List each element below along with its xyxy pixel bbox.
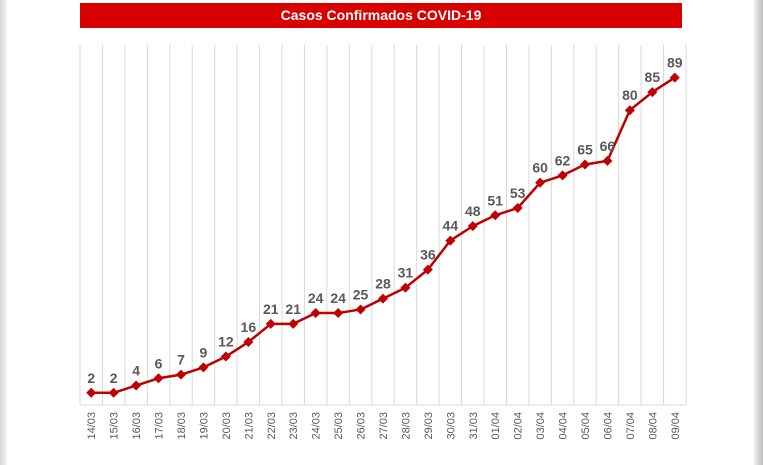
data-point-05/04 (580, 159, 590, 170)
data-label-18/03: 7 (177, 352, 185, 368)
x-tick-24/03: 24/03 (311, 412, 323, 440)
data-point-25/03 (333, 308, 344, 319)
chart-title: Casos Confirmados COVID-19 (80, 3, 682, 28)
data-point-02/04 (512, 203, 523, 214)
data-point-15/03 (108, 387, 119, 398)
left-edge-shadow (0, 0, 7, 465)
right-edge-shadow (754, 0, 763, 465)
data-point-28/03 (400, 282, 411, 293)
x-tick-01/04: 01/04 (490, 412, 502, 440)
data-point-09/04 (669, 72, 680, 83)
x-tick-28/03: 28/03 (400, 412, 412, 440)
data-label-27/03: 28 (375, 276, 391, 292)
x-tick-05/04: 05/04 (580, 412, 592, 440)
x-tick-15/03: 15/03 (109, 412, 121, 440)
data-point-29/03 (422, 264, 433, 275)
x-tick-30/03: 30/03 (445, 412, 457, 440)
data-label-07/04: 80 (622, 87, 638, 103)
data-label-23/03: 21 (285, 301, 301, 317)
data-point-03/04 (535, 177, 546, 188)
data-label-19/03: 9 (200, 344, 208, 360)
data-point-30/03 (445, 235, 456, 246)
x-tick-27/03: 27/03 (378, 412, 390, 440)
x-tick-29/03: 29/03 (423, 412, 435, 440)
x-tick-22/03: 22/03 (266, 412, 278, 440)
x-tick-16/03: 16/03 (131, 412, 143, 440)
x-tick-25/03: 25/03 (333, 412, 345, 440)
x-tick-03/04: 03/04 (535, 412, 547, 440)
data-label-14/03: 2 (87, 370, 95, 386)
x-tick-09/04: 09/04 (670, 412, 682, 440)
data-label-20/03: 12 (218, 334, 234, 350)
data-point-22/03 (265, 318, 276, 329)
point-markers (86, 72, 680, 398)
data-point-26/03 (355, 304, 366, 315)
data-label-26/03: 25 (353, 286, 369, 302)
data-point-18/03 (176, 369, 186, 380)
data-label-03/04: 60 (532, 160, 548, 176)
data-point-08/04 (647, 87, 658, 98)
data-label-29/03: 36 (420, 247, 436, 263)
x-tick-labels: 14/03 15/03 16/03 17/03 18/03 19/03 20/03 21/03… (86, 412, 682, 440)
series-line (91, 76, 676, 395)
data-label-25/03: 24 (330, 290, 346, 306)
data-point-14/03 (86, 387, 97, 398)
x-tick-31/03: 31/03 (468, 412, 480, 440)
data-label-17/03: 6 (155, 355, 163, 371)
data-point-01/04 (490, 210, 501, 221)
data-label-02/04: 53 (510, 185, 526, 201)
x-tick-18/03: 18/03 (176, 412, 188, 440)
data-point-21/03 (243, 337, 254, 348)
x-tick-23/03: 23/03 (288, 412, 300, 440)
data-point-27/03 (378, 293, 388, 304)
data-point-24/03 (310, 308, 321, 319)
data-label-04/04: 62 (555, 152, 571, 168)
data-point-06/04 (602, 155, 613, 166)
x-tick-21/03: 21/03 (243, 412, 255, 440)
data-point-07/04 (624, 105, 635, 116)
x-tick-14/03: 14/03 (86, 412, 98, 440)
x-tick-02/04: 02/04 (513, 412, 525, 440)
x-tick-08/04: 08/04 (647, 412, 659, 440)
data-point-16/03 (131, 380, 142, 391)
data-label-08/04: 85 (645, 69, 661, 85)
data-label-22/03: 21 (263, 301, 279, 317)
x-tick-26/03: 26/03 (356, 412, 368, 440)
data-label-15/03: 2 (110, 370, 118, 386)
x-tick-17/03: 17/03 (154, 412, 166, 440)
data-label-09/04: 89 (667, 55, 683, 71)
data-label-30/03: 44 (443, 218, 459, 234)
data-label-31/03: 48 (465, 203, 481, 219)
data-label-28/03: 31 (398, 265, 414, 281)
data-label-01/04: 51 (487, 192, 503, 208)
data-point-19/03 (198, 362, 209, 373)
chart-gridlines (79, 45, 687, 406)
data-point-04/04 (557, 170, 568, 181)
data-point-17/03 (153, 373, 164, 384)
x-tick-20/03: 20/03 (221, 412, 233, 440)
data-label-05/04: 65 (577, 142, 593, 158)
x-tick-07/04: 07/04 (625, 412, 637, 440)
data-label-24/03: 24 (308, 290, 324, 306)
data-label-06/04: 66 (600, 138, 616, 154)
x-tick-19/03: 19/03 (198, 412, 210, 440)
data-point-31/03 (467, 221, 478, 232)
data-point-20/03 (220, 351, 231, 362)
x-tick-06/04: 06/04 (602, 412, 614, 440)
data-label-16/03: 4 (132, 363, 140, 379)
x-tick-04/04: 04/04 (558, 412, 570, 440)
data-point-23/03 (288, 318, 299, 329)
data-label-21/03: 16 (241, 319, 257, 335)
